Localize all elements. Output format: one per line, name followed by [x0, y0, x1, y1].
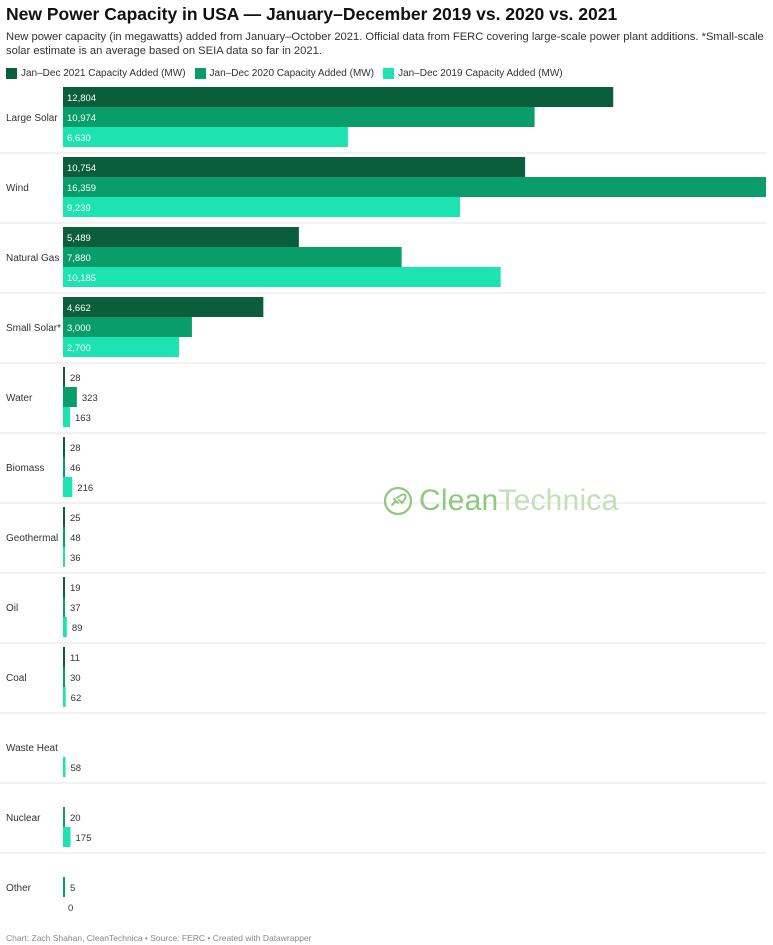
bar-small-solar-2020: [63, 317, 192, 337]
bar-geothermal-2019: [63, 547, 65, 567]
value-label-large-solar-2020: 10,974: [67, 113, 96, 124]
watermark-text: CleanTechnica: [419, 484, 618, 518]
value-label-coal-2020: 30: [70, 673, 81, 684]
value-label-geothermal-2019: 36: [70, 553, 81, 564]
value-label-large-solar-2019: 6,630: [67, 133, 91, 144]
bar-large-solar-2019: [63, 127, 348, 147]
value-label-other-2019: 0: [68, 903, 73, 914]
value-label-small-solar-2020: 3,000: [67, 323, 91, 334]
category-label-wind: Wind: [6, 183, 29, 194]
chart-legend: Jan–Dec 2021 Capacity Added (MW) Jan–Dec…: [6, 66, 572, 80]
value-label-oil-2021: 19: [70, 583, 81, 594]
category-label-waste-heat: Waste Heat: [6, 743, 58, 754]
bar-wind-2019: [63, 197, 461, 217]
category-label-coal: Coal: [6, 673, 27, 684]
legend-swatch-2020: [194, 67, 206, 79]
chart-title: New Power Capacity in USA — January–Dece…: [6, 4, 618, 24]
bar-waste-heat-2019: [63, 757, 66, 777]
value-label-biomass-2020: 46: [70, 463, 81, 474]
bar-oil-2019: [63, 617, 67, 637]
bar-biomass-2021: [63, 437, 65, 457]
value-label-geothermal-2020: 48: [70, 533, 81, 544]
watermark: CleanTechnica: [383, 484, 618, 518]
value-label-large-solar-2021: 12,804: [67, 93, 96, 104]
value-label-other-2020: 5: [70, 883, 75, 894]
value-label-wind-2020: 16,359: [67, 183, 96, 194]
watermark-brand-part1: Clean: [419, 484, 499, 517]
bar-geothermal-2020: [63, 527, 66, 547]
value-label-water-2020: 323: [82, 393, 98, 404]
value-label-geothermal-2021: 25: [70, 513, 81, 524]
value-label-small-solar-2019: 2,700: [67, 343, 91, 354]
chart-footer: Chart: Zach Shahan, CleanTechnica • Sour…: [6, 933, 312, 943]
value-label-oil-2019: 89: [72, 623, 83, 634]
legend-swatch-2019: [383, 67, 395, 79]
bar-natural-gas-2020: [63, 247, 402, 267]
legend-item-2020: Jan–Dec 2020 Capacity Added (MW): [194, 67, 375, 79]
category-label-small-solar: Small Solar*: [6, 323, 61, 334]
value-label-biomass-2021: 28: [70, 443, 81, 454]
value-label-natural-gas-2020: 7,880: [67, 253, 91, 264]
category-label-oil: Oil: [6, 603, 18, 614]
bar-natural-gas-2021: [63, 227, 299, 247]
chart-subtitle: New power capacity (in megawatts) added …: [6, 31, 764, 57]
bar-water-2019: [63, 407, 71, 427]
bar-small-solar-2021: [63, 297, 264, 317]
plug-leaf-icon: [383, 486, 413, 516]
bar-coal-2021: [63, 647, 65, 667]
value-label-waste-heat-2019: 58: [70, 763, 81, 774]
bar-nuclear-2019: [63, 827, 71, 847]
category-label-geothermal: Geothermal: [6, 533, 58, 544]
bar-large-solar-2020: [63, 107, 535, 127]
bar-wind-2021: [63, 157, 526, 177]
bar-water-2021: [63, 367, 65, 387]
legend-label-2021: Jan–Dec 2021 Capacity Added (MW): [21, 67, 186, 79]
legend-swatch-2021: [6, 67, 17, 79]
bar-oil-2020: [63, 597, 65, 617]
bar-coal-2020: [63, 667, 65, 687]
value-label-wind-2021: 10,754: [67, 163, 96, 174]
value-label-wind-2019: 9,239: [67, 203, 91, 214]
value-label-water-2021: 28: [70, 373, 81, 384]
bar-nuclear-2020: [63, 807, 65, 827]
legend-label-2019: Jan–Dec 2019 Capacity Added (MW): [398, 67, 563, 79]
bar-biomass-2020: [63, 457, 65, 477]
watermark-brand-part2: Technica: [498, 484, 619, 517]
bar-large-solar-2021: [63, 87, 614, 107]
value-label-water-2019: 163: [75, 413, 91, 424]
bar-natural-gas-2019: [63, 267, 501, 287]
value-label-coal-2021: 11: [70, 653, 80, 664]
value-label-coal-2019: 62: [71, 693, 82, 704]
bar-other-2020: [63, 877, 65, 897]
value-label-natural-gas-2021: 5,489: [67, 233, 91, 244]
bar-water-2020: [63, 387, 77, 407]
value-label-nuclear-2020: 20: [70, 813, 81, 824]
bar-geothermal-2021: [63, 507, 65, 527]
legend-item-2021: Jan–Dec 2021 Capacity Added (MW): [6, 67, 186, 79]
category-label-water: Water: [6, 393, 33, 404]
bar-wind-2020: [63, 177, 766, 197]
bar-biomass-2019: [63, 477, 73, 497]
category-label-natural-gas: Natural Gas: [6, 253, 59, 264]
value-label-natural-gas-2019: 10,185: [67, 273, 96, 284]
value-label-biomass-2019: 216: [77, 483, 93, 494]
legend-item-2019: Jan–Dec 2019 Capacity Added (MW): [383, 67, 563, 79]
category-label-large-solar: Large Solar: [6, 113, 58, 124]
category-label-nuclear: Nuclear: [6, 813, 41, 824]
category-label-other: Other: [6, 883, 32, 894]
value-label-nuclear-2019: 175: [76, 833, 92, 844]
bar-coal-2019: [63, 687, 66, 707]
value-label-oil-2020: 37: [70, 603, 81, 614]
bar-oil-2021: [63, 577, 65, 597]
bar-small-solar-2019: [63, 337, 180, 357]
value-label-small-solar-2021: 4,662: [67, 303, 91, 314]
legend-label-2020: Jan–Dec 2020 Capacity Added (MW): [209, 67, 375, 79]
category-label-biomass: Biomass: [6, 463, 44, 474]
